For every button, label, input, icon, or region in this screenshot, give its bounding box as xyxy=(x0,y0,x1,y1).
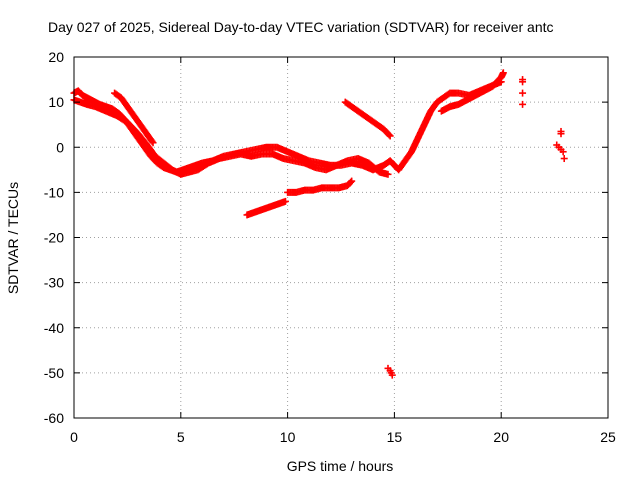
data-point xyxy=(385,131,393,139)
data-point xyxy=(348,177,356,185)
y-tick-label: 10 xyxy=(48,94,64,110)
y-tick-label: -40 xyxy=(44,320,64,336)
y-tick-label: 20 xyxy=(48,49,64,65)
data-point xyxy=(499,69,507,77)
data-point xyxy=(519,78,527,86)
tick-labels-layer: 0 5 10 15 20 25 -60 -50 -40 -30 -20 -10 0 10 20 xyxy=(44,49,616,445)
data-point xyxy=(519,100,527,108)
x-tick-label: 20 xyxy=(493,429,509,445)
y-tick-label: -30 xyxy=(44,275,64,291)
data-point xyxy=(557,130,565,138)
y-tick-label: -50 xyxy=(44,365,64,381)
points-layer xyxy=(70,69,568,379)
y-tick-label: 0 xyxy=(56,139,64,155)
data-point xyxy=(386,132,394,140)
y-axis-label: SDTVAR / TECUs xyxy=(5,182,21,294)
grid-layer xyxy=(74,57,608,418)
data-point xyxy=(148,137,156,145)
data-point xyxy=(384,170,392,178)
x-tick-label: 15 xyxy=(387,429,403,445)
data-point xyxy=(519,89,527,97)
chart-title: Day 027 of 2025, Sidereal Day-to-day VTE… xyxy=(48,19,554,35)
data-point xyxy=(281,197,289,205)
data-point xyxy=(559,148,567,156)
data-point xyxy=(388,371,396,379)
data-point xyxy=(149,139,157,147)
data-point xyxy=(560,155,568,163)
x-tick-label: 25 xyxy=(600,429,616,445)
x-tick-label: 10 xyxy=(280,429,296,445)
y-tick-label: -60 xyxy=(44,410,64,426)
x-tick-label: 0 xyxy=(70,429,78,445)
y-tick-label: -10 xyxy=(44,184,64,200)
data-point xyxy=(347,178,355,186)
y-tick-label: -20 xyxy=(44,230,64,246)
x-axis-label: GPS time / hours xyxy=(287,458,394,474)
ticks-layer xyxy=(73,56,609,419)
x-tick-label: 5 xyxy=(177,429,185,445)
